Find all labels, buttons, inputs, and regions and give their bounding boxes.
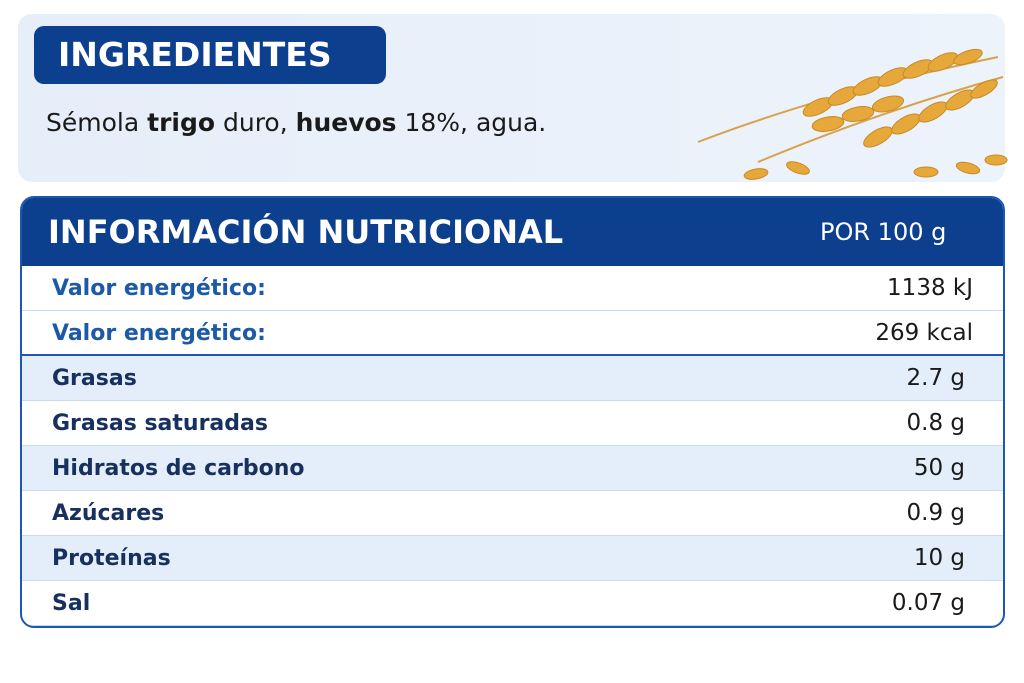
nutrient-label: Grasas saturadas bbox=[52, 411, 268, 436]
nutrition-row: Grasas 2.7 g bbox=[22, 356, 1003, 401]
ingredients-title: INGREDIENTES bbox=[34, 26, 386, 84]
nutrition-row: Sal 0.07 g bbox=[22, 581, 1003, 626]
nutrient-value: 0.8 g bbox=[906, 410, 966, 436]
per-amount: POR 100 g bbox=[820, 218, 947, 246]
nutrient-label: Grasas bbox=[52, 366, 137, 391]
nutrient-label: Sal bbox=[52, 591, 91, 616]
nutrient-value: 50 g bbox=[913, 455, 965, 481]
ingredient-text: duro, bbox=[215, 108, 296, 137]
wheat-illustration bbox=[697, 48, 1008, 180]
nutrition-header: INFORMACIÓN NUTRICIONAL POR 100 g bbox=[22, 198, 1003, 266]
nutrient-value: 269 kcal bbox=[875, 320, 973, 346]
nutrient-label: Azúcares bbox=[52, 501, 165, 526]
nutrition-title: INFORMACIÓN NUTRICIONAL bbox=[48, 213, 564, 251]
nutrition-row: Azúcares 0.9 g bbox=[22, 491, 1003, 536]
nutrient-label: Hidratos de carbono bbox=[52, 456, 305, 481]
nutrient-label: Valor energético: bbox=[52, 321, 266, 346]
nutrient-label: Valor energético: bbox=[52, 276, 266, 301]
nutrition-table: INFORMACIÓN NUTRICIONAL POR 100 g Valor … bbox=[20, 196, 1005, 628]
nutrition-row: Proteínas 10 g bbox=[22, 536, 1003, 581]
nutrition-rows: Valor energético: 1138 kJ Valor energético… bbox=[22, 266, 1003, 626]
nutrient-value: 10 g bbox=[913, 545, 965, 571]
nutrient-label: Proteínas bbox=[52, 546, 171, 571]
ingredient-text: 18%, agua. bbox=[396, 108, 547, 137]
nutrient-value: 1138 kJ bbox=[887, 275, 973, 301]
nutrition-row: Hidratos de carbono 50 g bbox=[22, 446, 1003, 491]
nutrition-row: Valor energético: 269 kcal bbox=[22, 311, 1003, 356]
nutrient-value: 0.9 g bbox=[906, 500, 966, 526]
nutrition-row: Grasas saturadas 0.8 g bbox=[22, 401, 1003, 446]
ingredient-bold: trigo bbox=[147, 108, 216, 137]
ingredients-text: Sémola trigo duro, huevos 18%, agua. bbox=[46, 108, 546, 137]
ingredient-bold: huevos bbox=[295, 108, 397, 137]
nutrient-value: 2.7 g bbox=[906, 365, 966, 391]
ingredient-text: Sémola bbox=[46, 108, 148, 137]
nutrient-value: 0.07 g bbox=[891, 590, 965, 616]
ingredients-panel: INGREDIENTES Sémola trigo duro, huevos 1… bbox=[18, 14, 1008, 182]
nutrition-row: Valor energético: 1138 kJ bbox=[22, 266, 1003, 311]
